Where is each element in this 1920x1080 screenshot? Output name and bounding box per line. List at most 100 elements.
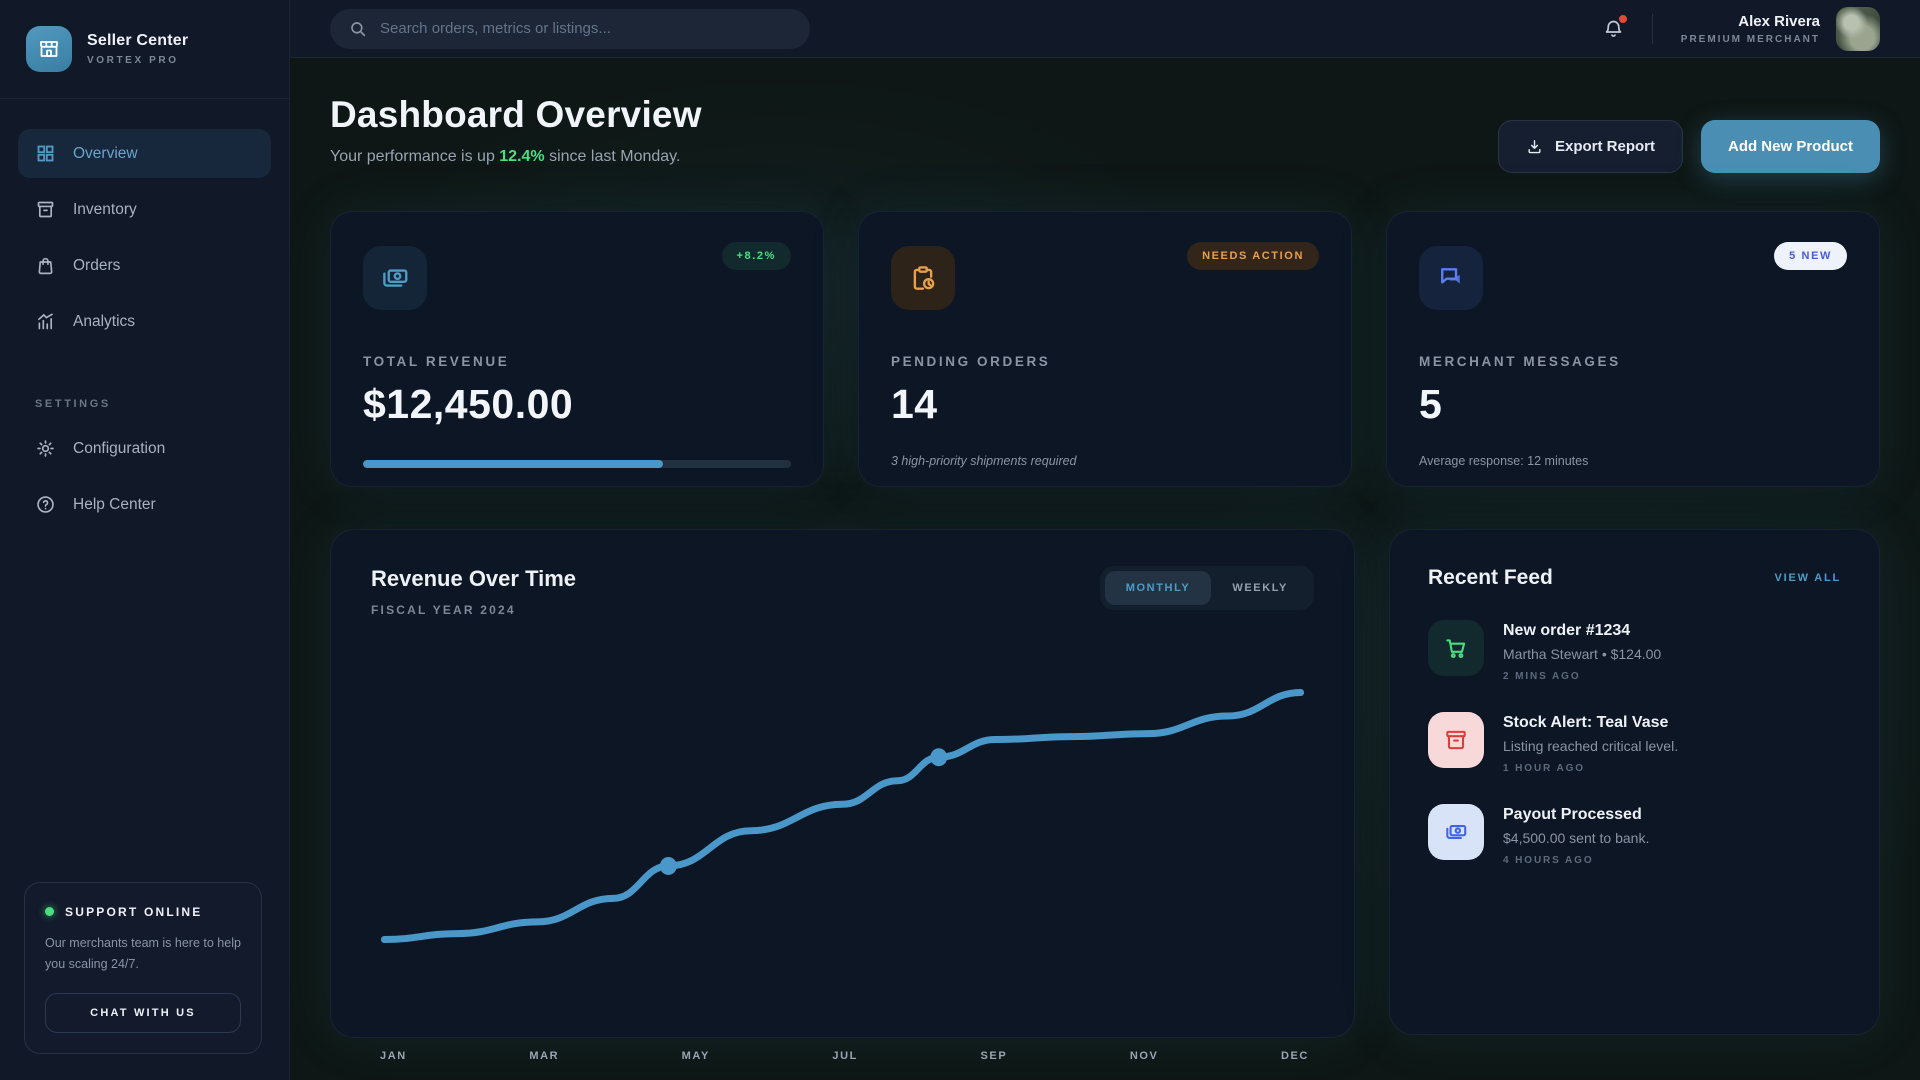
cart-icon [1428,620,1484,676]
notification-badge-dot [1618,15,1627,23]
chart-period-toggle: MONTHLY WEEKLY [1099,566,1314,610]
online-status-dot [45,907,54,916]
storefront-logo-icon [26,26,72,72]
bell-icon [1605,20,1622,37]
export-report-button[interactable]: Export Report [1497,120,1683,173]
search-icon [349,20,367,38]
x-tick: JUL [832,1050,858,1062]
sidebar-item-inventory[interactable]: Inventory [18,185,271,234]
notifications-button[interactable] [1603,15,1627,39]
stat-label: PENDING ORDERS [891,354,1051,369]
feed-item-stock-alert[interactable]: Stock Alert: Teal Vase Listing reached c… [1428,712,1841,774]
pending-orders-card[interactable]: NEEDS ACTION PENDING ORDERS 14 3 high-pr… [858,211,1352,487]
feed-item-payout[interactable]: Payout Processed $4,500.00 sent to bank.… [1428,804,1841,866]
support-status: SUPPORT ONLINE [65,904,203,919]
user-role: PREMIUM MERCHANT [1680,33,1820,45]
feed-item-title: Stock Alert: Teal Vase [1503,714,1669,731]
add-new-product-label: Add New Product [1727,138,1853,155]
x-tick: DEC [1280,1050,1309,1062]
view-all-link[interactable]: VIEW ALL [1774,572,1841,584]
feed-item-sub: $4,500.00 sent to bank. [1503,830,1650,846]
feed-item-time: 2 MINS AGO [1503,671,1581,682]
banknote-icon [1428,804,1484,860]
x-tick: SEP [980,1050,1008,1062]
feed-item-title: Payout Processed [1503,806,1642,823]
revenue-line-chart [380,689,1305,943]
stat-label: TOTAL REVENUE [363,354,510,369]
feed-item-title: New order #1234 [1503,622,1631,639]
sidebar-item-label: Inventory [73,200,137,218]
stat-value: 14 [891,381,938,427]
revenue-progress-fill [363,460,663,468]
page-title: Dashboard Overview [330,94,702,135]
toggle-monthly[interactable]: MONTHLY [1104,571,1212,605]
chart-x-axis: JAN MAR MAY JUL SEP NOV DEC [330,1050,1355,1062]
clipboard-clock-icon [891,246,955,310]
add-new-product-button[interactable]: Add New Product [1700,120,1880,173]
chart-subtitle: FISCAL YEAR 2024 [371,603,516,617]
total-revenue-card[interactable]: +8.2% TOTAL REVENUE $12,450.00 [330,211,824,487]
revenue-progress-bar [363,460,791,468]
sidebar-item-analytics[interactable]: Analytics [18,297,271,346]
stat-label: MERCHANT MESSAGES [1419,354,1621,369]
x-tick: MAR [529,1050,560,1062]
user-name: Alex Rivera [1738,12,1820,30]
help-icon [35,494,56,515]
subtitle-highlight: 12.4% [499,148,545,165]
sidebar-nav: Overview Inventory Orders [0,99,289,529]
feed-item-new-order[interactable]: New order #1234 Martha Stewart • $124.00… [1428,620,1841,682]
feed-item-time: 1 HOUR AGO [1503,763,1585,774]
sidebar-item-label: Configuration [73,439,166,457]
chat-with-us-button[interactable]: CHAT WITH US [45,993,241,1033]
sidebar-item-configuration[interactable]: Configuration [18,424,271,473]
stat-note: 3 high-priority shipments required [891,454,1077,468]
brand-plan: VORTEX PRO [87,55,179,66]
brand: Seller Center VORTEX PRO [0,0,289,99]
subtitle-prefix: Your performance is up [330,148,500,165]
chart-title: Revenue Over Time [371,566,577,591]
brand-name: Seller Center [87,32,189,49]
gear-icon [35,438,56,459]
search-bar[interactable] [330,8,810,49]
chart-icon [35,311,56,332]
stat-value: 5 [1419,381,1443,427]
needs-action-badge: NEEDS ACTION [1187,242,1319,270]
sidebar-item-label: Overview [73,144,138,162]
x-tick: JAN [380,1050,407,1062]
feed-item-sub: Martha Stewart • $124.00 [1503,646,1662,662]
download-icon [1528,140,1541,154]
stat-note: Average response: 12 minutes [1419,454,1589,468]
support-text: Our merchants team is here to help you s… [45,935,241,971]
recent-feed-card: Recent Feed VIEW ALL New order #1234 Mar… [1389,529,1880,1035]
banknote-icon [363,246,427,310]
sidebar-item-label: Orders [73,256,121,274]
revenue-change-badge: +8.2% [721,242,791,270]
x-tick: MAY [681,1050,710,1062]
settings-section-label: SETTINGS [35,398,111,410]
stat-value: $12,450.00 [363,381,574,427]
support-card: SUPPORT ONLINE Our merchants team is her… [24,881,262,1054]
bag-icon [35,255,56,276]
box-icon [35,199,56,220]
main-content: Dashboard Overview Your performance is u… [290,58,1920,1080]
revenue-chart-card: Revenue Over Time FISCAL YEAR 2024 MONTH… [330,529,1355,1038]
sidebar-item-orders[interactable]: Orders [18,241,271,290]
page-subtitle: Your performance is up 12.4% since last … [330,148,702,166]
toggle-weekly[interactable]: WEEKLY [1232,582,1288,594]
grid-icon [35,143,56,164]
new-messages-badge: 5 NEW [1774,242,1847,270]
x-tick: NOV [1129,1050,1159,1062]
avatar[interactable] [1836,6,1880,51]
feed-item-time: 4 HOURS AGO [1503,855,1594,866]
sidebar-item-overview[interactable]: Overview [18,129,271,178]
sidebar-item-help-center[interactable]: Help Center [18,480,271,529]
topbar: Alex Rivera PREMIUM MERCHANT [290,0,1920,58]
archive-icon [1428,712,1484,768]
feed-item-sub: Listing reached critical level. [1503,738,1679,754]
merchant-messages-card[interactable]: 5 NEW MERCHANT MESSAGES 5 Average respon… [1386,211,1880,487]
sidebar-item-label: Help Center [73,495,156,513]
search-input[interactable] [380,20,791,37]
export-report-label: Export Report [1554,138,1655,155]
feed-title: Recent Feed [1428,566,1553,589]
sidebar: Seller Center VORTEX PRO Overview Invent… [0,0,290,1080]
